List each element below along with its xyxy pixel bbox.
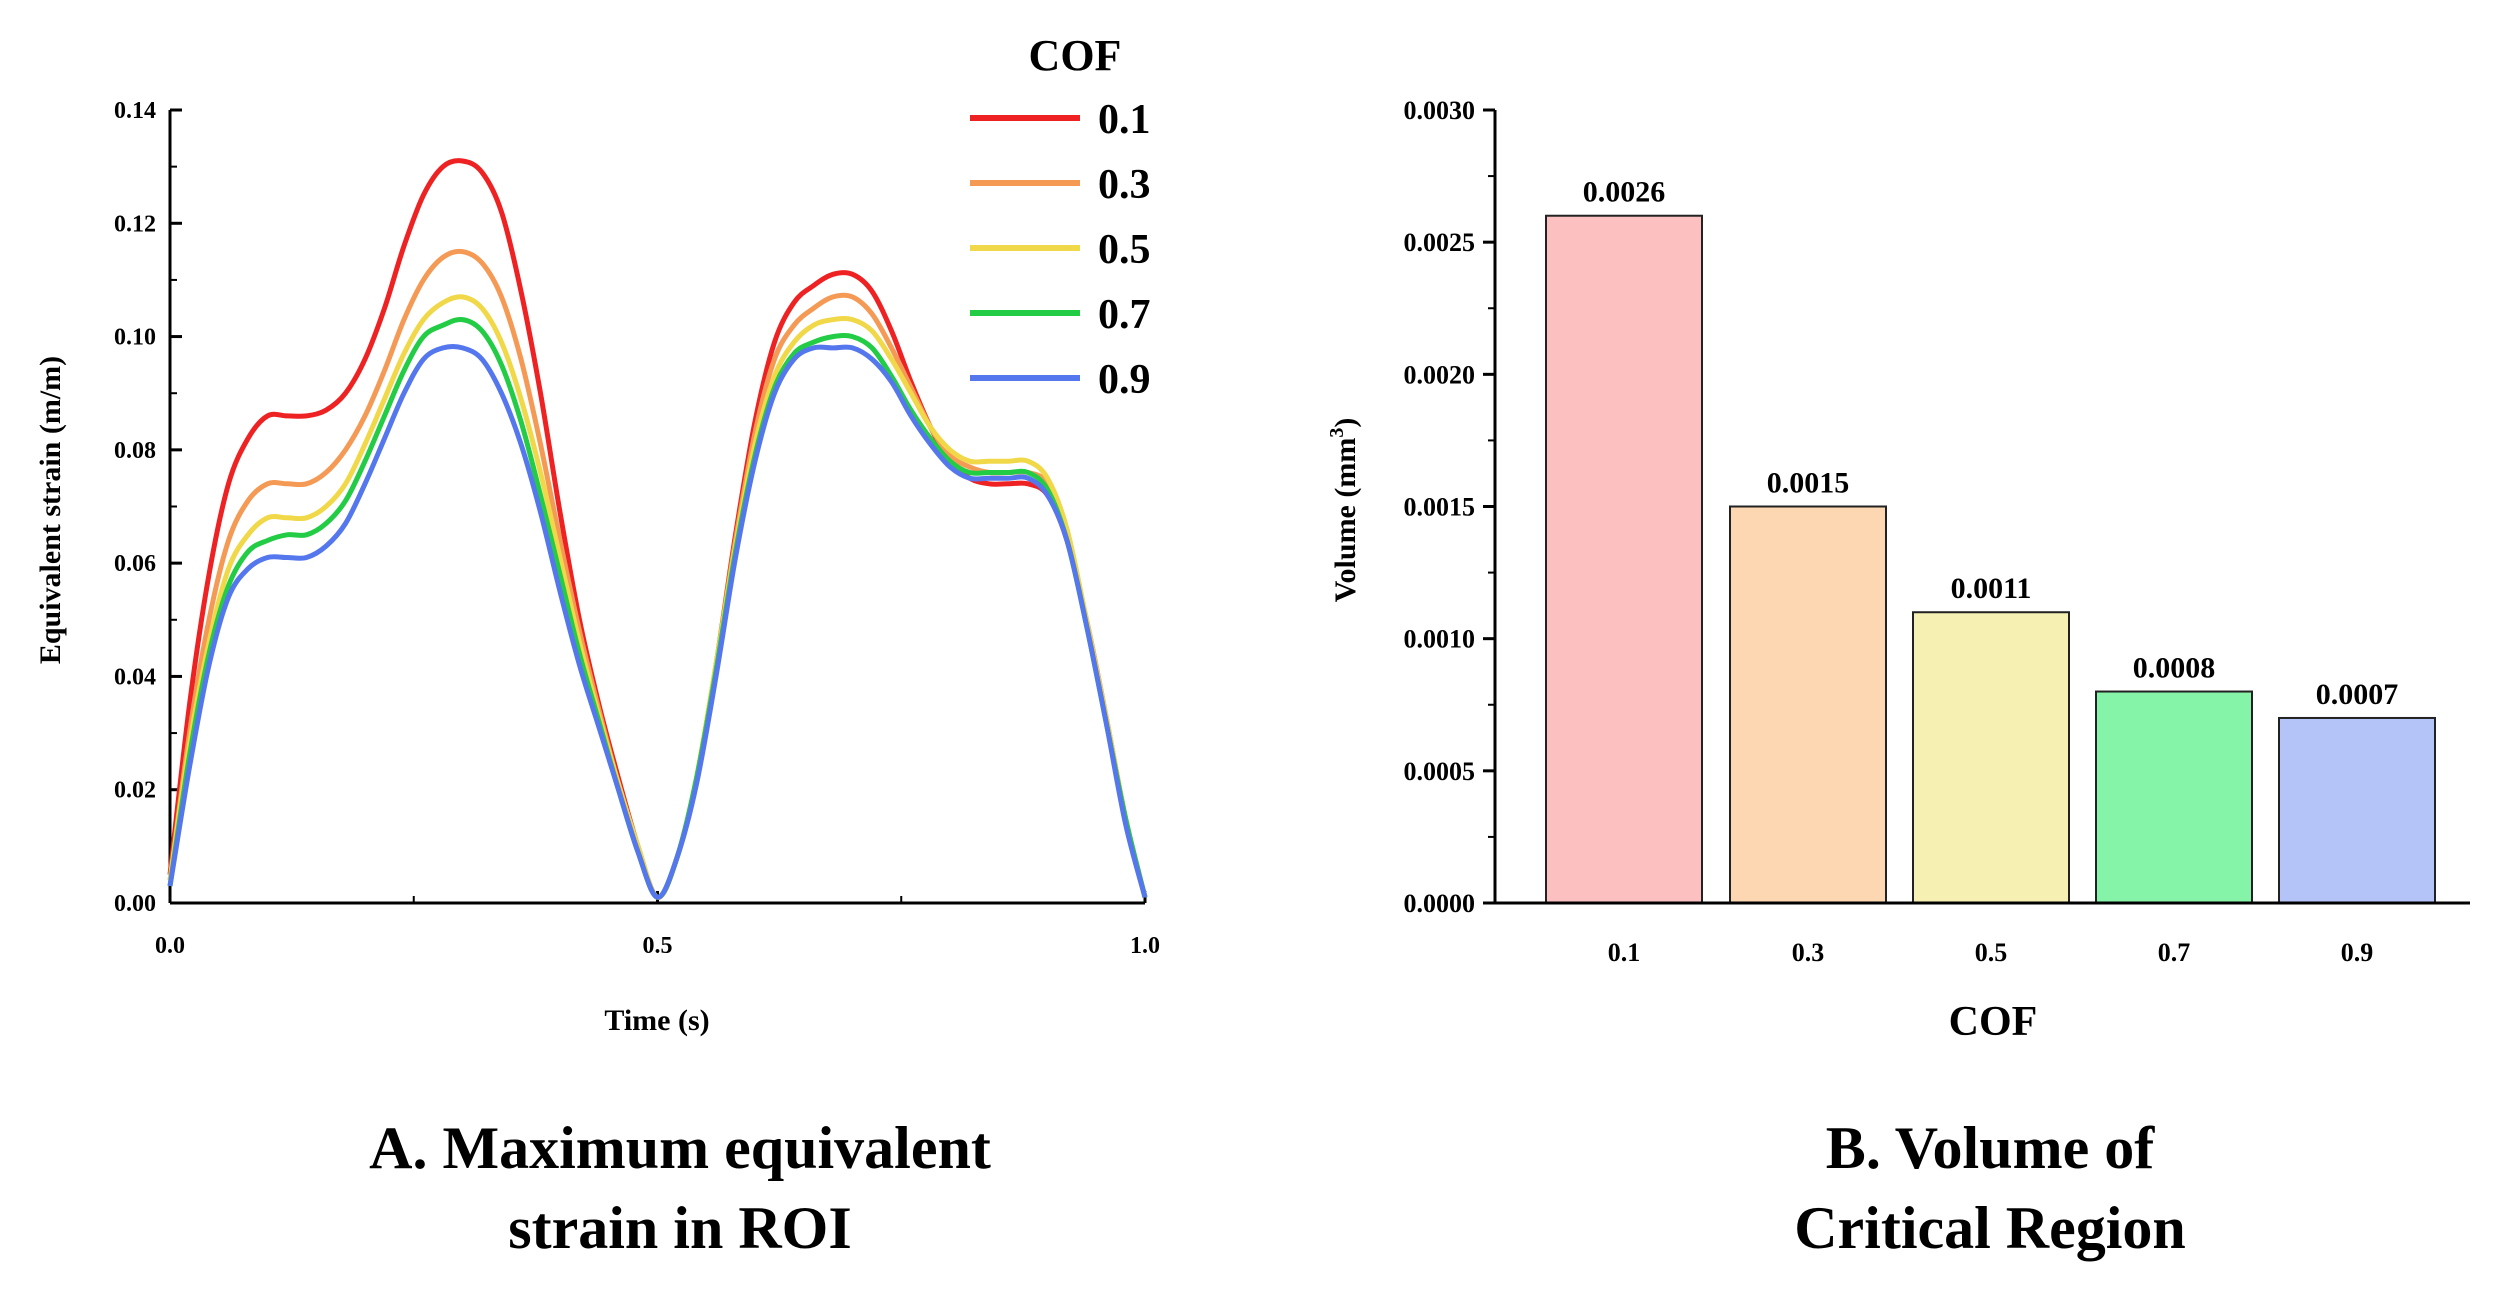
panel-b-bars: 0.0026 0.0015 0.0011 0.0008 0.0007 [1545,176,2436,905]
a-ytick-label: 0.02 [114,778,156,804]
y-title-sup: 3 [1326,428,1348,438]
b-ytick-label: 0.0025 [1404,228,1476,257]
b-xtick-label: 0.9 [2341,938,2374,967]
panel-b-caption-line-1: B. Volume of [1826,1115,2155,1181]
a-xtick-label: 0.5 [643,933,673,959]
panel-b-y-axis-title: Volume (mm3) [1326,418,1362,603]
bar-value-label: 0.0007 [2316,678,2399,711]
b-ytick-label: 0.0030 [1404,96,1476,125]
legend-label-cof-0.5: 0.5 [1098,227,1151,273]
b-ytick-label: 0.0020 [1404,360,1476,389]
a-ytick-label: 0.12 [114,211,156,237]
a-ytick-label: 0.06 [114,551,156,577]
series-line-cof-0.5 [167,294,1148,900]
panel-a-x-ticks: 0.0 0.5 1.0 [155,891,1160,959]
legend-title: COF [1029,31,1122,80]
y-title-end: ) [1329,418,1362,428]
bar-cof-0.3 [1729,505,1887,904]
panel-a-legend: COF 0.1 0.3 0.5 0.7 0.9 [970,31,1151,403]
y-title-main: Volume (mm [1329,438,1362,603]
bar-value-label: 0.0011 [1951,572,2032,605]
b-xtick-label: 0.5 [1975,938,2008,967]
panel-a-x-axis-title: Time (s) [604,1004,709,1037]
a-xtick-label: 0.0 [155,933,185,959]
panel-a-y-ticks: 0.00 0.02 0.04 0.06 0.08 0.10 0.12 0.14 [114,98,182,917]
bar-cof-0.5 [1912,611,2070,904]
bar-value-label: 0.0015 [1767,467,1850,500]
bar-value-label: 0.0008 [2133,652,2216,685]
panel-b-x-axis-title: COF [1949,999,2038,1045]
bar-cof-0.1 [1545,214,1703,904]
b-ytick-label: 0.0005 [1404,757,1476,786]
legend-label-cof-0.1: 0.1 [1098,97,1151,143]
panel-b-x-ticks: 0.1 0.3 0.5 0.7 0.9 [1608,938,2374,967]
panel-b-caption-line-2: Critical Region [1794,1195,2186,1261]
panel-a-line-chart: 0.00 0.02 0.04 0.06 0.08 0.10 0.12 0.14 0.0 0.5 1… [34,31,1160,1261]
panel-b-y-ticks: 0.0000 0.0005 0.0010 0.0015 0.0020 0.0025 0.00… [1404,96,1495,918]
panel-a-series-lines [167,158,1148,900]
b-xtick-label: 0.1 [1608,938,1641,967]
a-xtick-label: 1.0 [1130,933,1160,959]
b-ytick-label: 0.0010 [1404,625,1476,654]
a-ytick-label: 0.00 [114,891,156,917]
legend-label-cof-0.3: 0.3 [1098,162,1151,208]
b-ytick-label: 0.0015 [1404,493,1476,522]
series-line-cof-0.3 [167,248,1148,900]
panel-a-caption-line-1: A. Maximum equivalent [369,1115,991,1181]
bar-value-label: 0.0026 [1583,176,1666,209]
a-ytick-label: 0.14 [114,98,156,124]
series-line-cof-0.9 [167,343,1148,900]
legend-label-cof-0.7: 0.7 [1098,292,1151,338]
b-xtick-label: 0.7 [2158,938,2191,967]
b-xtick-label: 0.3 [1792,938,1825,967]
b-ytick-label: 0.0000 [1404,889,1476,918]
panel-a-y-axis-title: Equivalent strain (m/m) [34,356,67,664]
panel-a-caption-line-2: strain in ROI [508,1195,851,1261]
series-line-cof-0.7 [167,316,1148,900]
legend-label-cof-0.9: 0.9 [1098,357,1151,403]
bar-cof-0.7 [2095,690,2253,904]
a-ytick-label: 0.08 [114,438,156,464]
bar-cof-0.9 [2278,716,2436,905]
a-ytick-label: 0.04 [114,664,156,690]
a-ytick-label: 0.10 [114,325,156,351]
